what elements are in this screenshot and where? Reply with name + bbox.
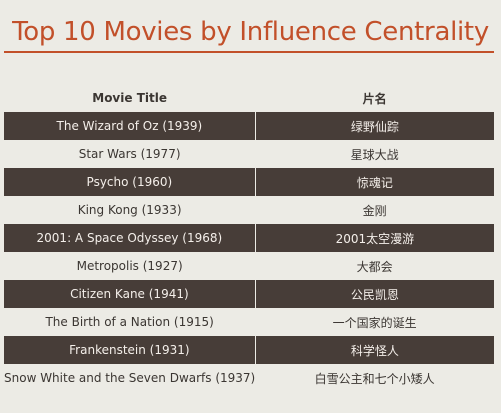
column-header-chinese-title[interactable]: 片名	[362, 91, 387, 106]
movie-title-cell: Citizen Kane (1941)	[4, 280, 256, 308]
movie-title-cell: Metropolis (1927)	[4, 252, 256, 280]
table-row[interactable]: Snow White and the Seven Dwarfs (1937) 白…	[4, 364, 494, 392]
table-header: Movie Title 片名	[4, 84, 494, 112]
column-header-movie-title[interactable]: Movie Title	[92, 91, 167, 105]
chinese-title-cell: 绿野仙踪	[255, 112, 494, 140]
table-row[interactable]: Metropolis (1927) 大都会	[4, 252, 494, 280]
chinese-title-cell: 科学怪人	[255, 336, 494, 364]
table-row[interactable]: Star Wars (1977) 星球大战	[4, 140, 494, 168]
movies-table: Movie Title 片名 The Wizard of Oz (1939) 绿…	[4, 84, 494, 392]
chinese-title-cell: 白雪公主和七个小矮人	[255, 364, 494, 392]
movie-title-cell: The Birth of a Nation (1915)	[4, 308, 256, 336]
chinese-title-cell: 2001太空漫游	[255, 224, 494, 252]
table-row[interactable]: Frankenstein (1931) 科学怪人	[4, 336, 494, 364]
table-row[interactable]: King Kong (1933) 金刚	[4, 196, 494, 224]
page-title: Top 10 Movies by Influence Centrality	[12, 17, 489, 47]
movie-title-cell: The Wizard of Oz (1939)	[4, 112, 256, 140]
movie-title-cell: 2001: A Space Odyssey (1968)	[4, 224, 256, 252]
table-row[interactable]: Psycho (1960) 惊魂记	[4, 168, 494, 196]
table-row[interactable]: The Wizard of Oz (1939) 绿野仙踪	[4, 112, 494, 140]
chinese-title-cell: 公民凯恩	[255, 280, 494, 308]
chinese-title-cell: 金刚	[255, 196, 494, 224]
movie-title-cell: Psycho (1960)	[4, 168, 256, 196]
chinese-title-cell: 惊魂记	[255, 168, 494, 196]
table-row[interactable]: The Birth of a Nation (1915) 一个国家的诞生	[4, 308, 494, 336]
chinese-title-cell: 大都会	[255, 252, 494, 280]
chinese-title-cell: 星球大战	[255, 140, 494, 168]
title-divider	[4, 51, 494, 53]
table-body: The Wizard of Oz (1939) 绿野仙踪 Star Wars (…	[4, 112, 494, 392]
chinese-title-cell: 一个国家的诞生	[255, 308, 494, 336]
movie-title-cell: Star Wars (1977)	[4, 140, 256, 168]
movie-title-cell: Snow White and the Seven Dwarfs (1937)	[4, 364, 256, 392]
movie-title-cell: Frankenstein (1931)	[4, 336, 256, 364]
movie-title-cell: King Kong (1933)	[4, 196, 256, 224]
header-row: Movie Title 片名	[4, 84, 494, 112]
table-row[interactable]: 2001: A Space Odyssey (1968) 2001太空漫游	[4, 224, 494, 252]
table-row[interactable]: Citizen Kane (1941) 公民凯恩	[4, 280, 494, 308]
